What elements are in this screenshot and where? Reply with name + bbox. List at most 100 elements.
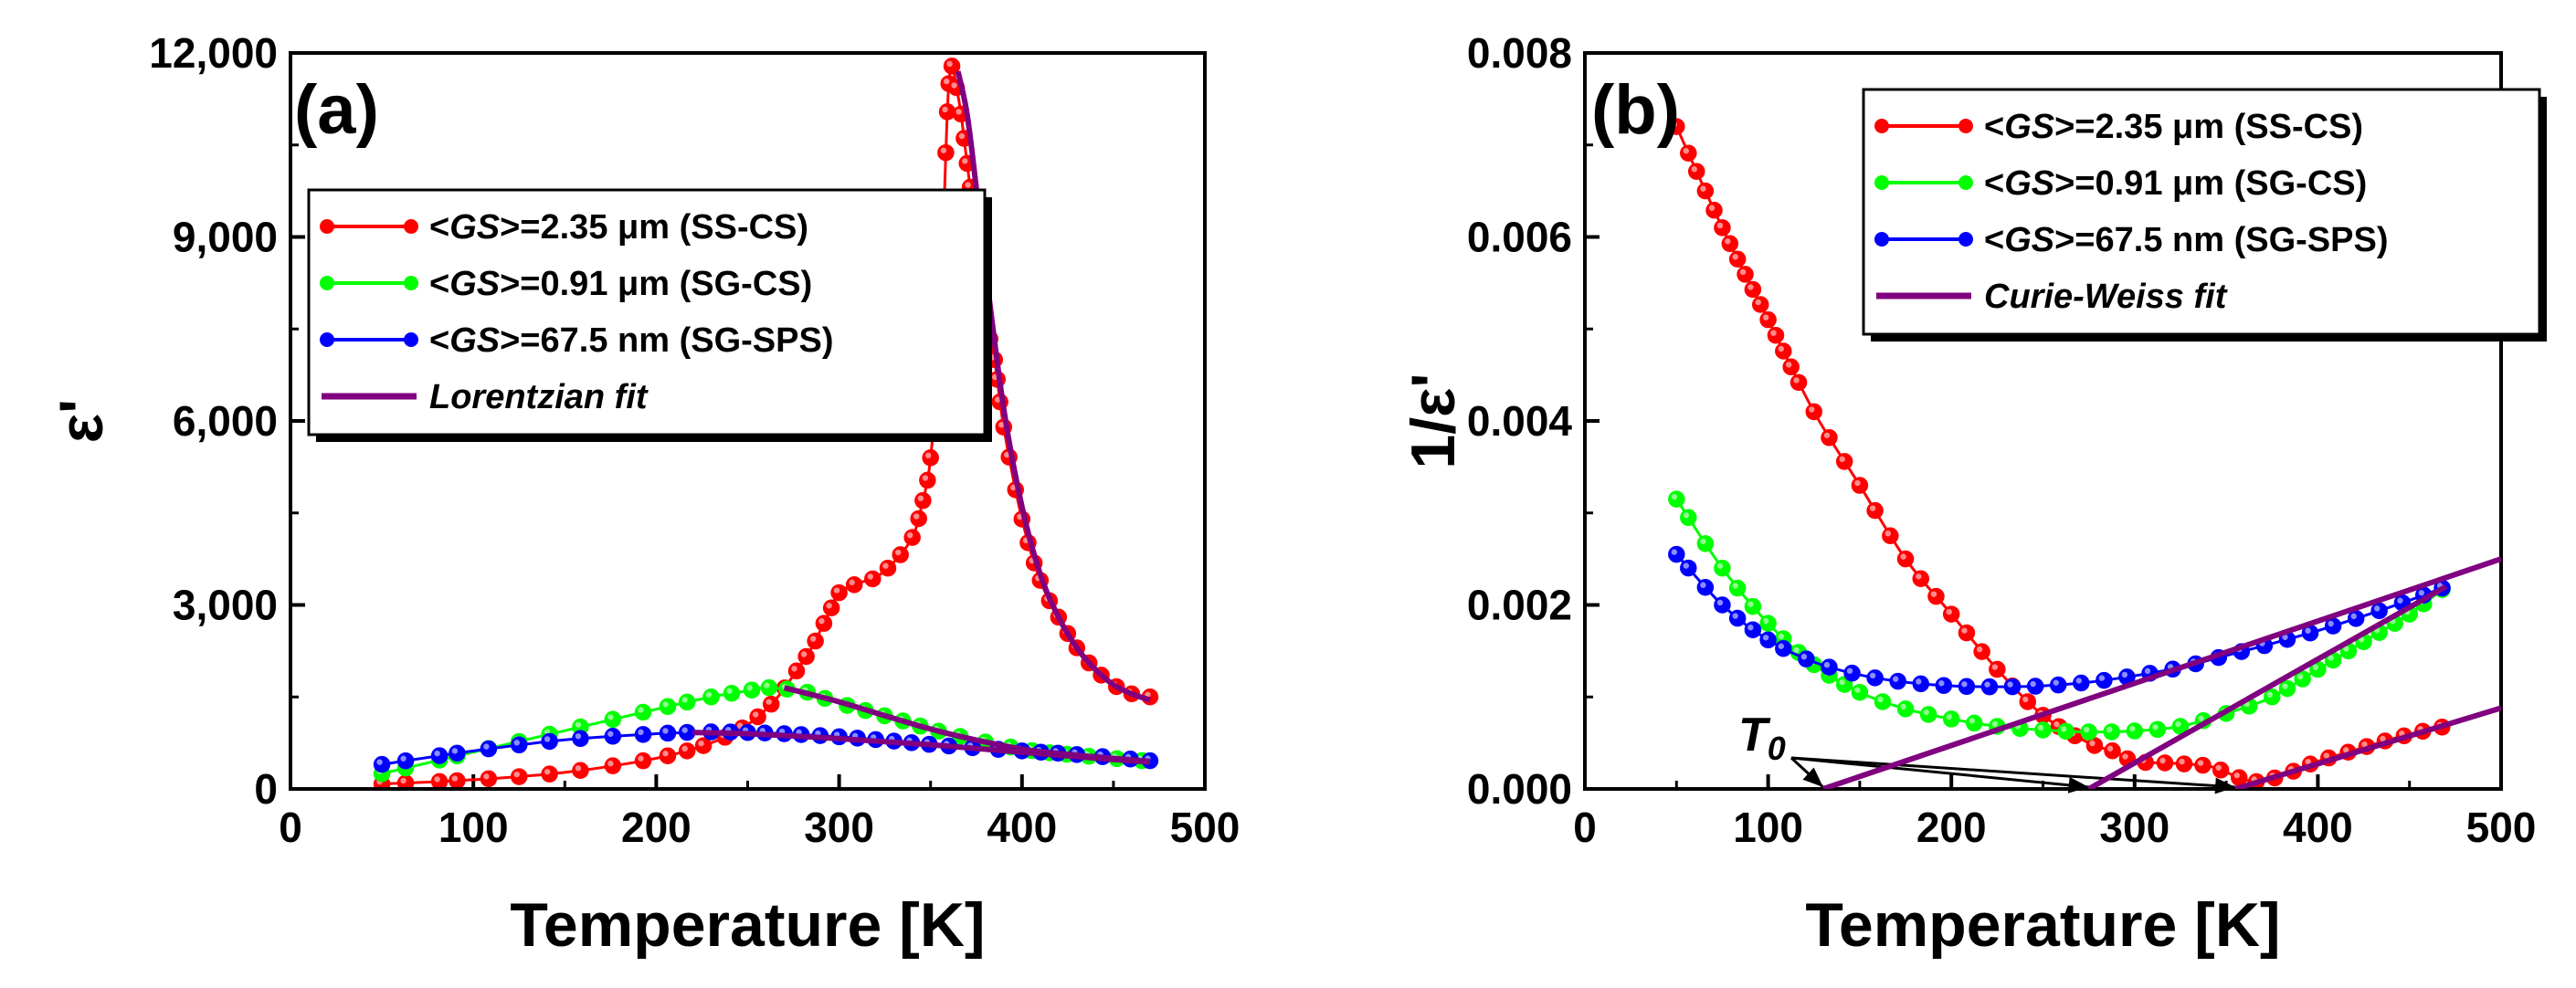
series-marker-highlight	[2296, 673, 2304, 680]
series-marker-highlight	[849, 579, 855, 586]
series-marker-highlight	[1683, 148, 1690, 154]
series-marker	[2370, 602, 2388, 620]
series-marker-highlight	[2266, 691, 2273, 698]
series-marker	[1668, 545, 1685, 563]
series-marker-highlight	[638, 729, 644, 736]
legend-swatch-marker	[1874, 232, 1889, 247]
series-marker-highlight	[607, 714, 614, 720]
series-marker	[1942, 710, 1960, 728]
fit-line	[2087, 583, 2448, 789]
series-marker	[830, 583, 848, 602]
panel-a-axes-frame	[289, 51, 1207, 791]
series-marker	[1989, 660, 2006, 678]
series-marker-highlight	[2144, 667, 2151, 675]
legend-swatch-marker	[320, 332, 334, 347]
series-marker	[678, 742, 696, 760]
series-marker-highlight	[726, 688, 733, 694]
series-marker	[2096, 671, 2113, 689]
series-marker-highlight	[962, 158, 968, 164]
y-tick-label: 0.004	[1467, 397, 1573, 445]
series-marker	[2019, 693, 2037, 710]
panel-b-x-axis-label: Temperature [K]	[1805, 890, 2280, 960]
series-marker	[2175, 755, 2193, 773]
y-tick-label: 0.000	[1467, 765, 1572, 813]
series-marker	[1728, 250, 1747, 268]
series-marker-highlight	[1839, 456, 1845, 463]
series-marker	[723, 685, 741, 702]
series-marker	[2057, 722, 2075, 741]
series-marker	[919, 471, 936, 489]
series-marker	[1896, 700, 1915, 718]
series-marker	[1668, 490, 1685, 508]
series-marker	[541, 765, 558, 783]
series-marker-highlight	[544, 736, 551, 742]
series-marker-highlight	[1793, 646, 1800, 654]
series-marker-highlight	[809, 636, 817, 642]
legend-entry-label: Curie-Weiss fit	[1984, 278, 2228, 316]
series-marker-highlight	[2175, 720, 2181, 728]
series-marker	[815, 615, 833, 632]
legend-swatch-marker	[1958, 232, 1973, 247]
series-marker-highlight	[1010, 484, 1017, 491]
series-marker-highlight	[1877, 696, 1884, 703]
series-marker	[2049, 676, 2067, 694]
series-marker	[1821, 658, 1838, 676]
panel-a-y-axis-label: ε'	[47, 399, 116, 443]
x-tick-label: 200	[1916, 804, 1987, 851]
series-marker	[430, 747, 449, 764]
series-marker	[1798, 650, 1815, 667]
series-marker-highlight	[1930, 591, 1937, 597]
panel-a-series	[373, 58, 1159, 789]
series-marker-highlight	[882, 562, 889, 569]
series-marker	[1759, 615, 1777, 632]
series-marker	[2080, 723, 2097, 741]
series-marker	[373, 755, 391, 773]
legend-entry-label: <GS>=67.5 nm (SG-SPS)	[429, 321, 833, 360]
series-marker	[1687, 163, 1705, 180]
panel-b-ticks: 0 100 200 300 400 500 0.000 0.002 0.004 0.006 0.00…	[1467, 29, 2537, 851]
series-marker-highlight	[681, 697, 688, 703]
series-marker	[604, 757, 622, 774]
series-marker-highlight	[1991, 720, 1999, 728]
series-marker-highlight	[1732, 583, 1738, 589]
series-marker-highlight	[1708, 205, 1716, 211]
series-marker	[2347, 610, 2365, 627]
legend-entry-label: Lorentzian fit	[429, 378, 649, 416]
series-marker	[1714, 559, 1731, 577]
series-marker-highlight	[2106, 726, 2113, 733]
series-marker	[1767, 326, 1785, 344]
y-tick-label: 6,000	[173, 397, 278, 445]
series-marker-highlight	[575, 721, 582, 728]
series-marker-highlight	[925, 452, 932, 458]
series-marker-highlight	[942, 106, 948, 113]
series-marker	[787, 662, 806, 680]
series-marker	[659, 724, 677, 742]
series-marker-highlight	[1976, 646, 1983, 653]
series-marker-highlight	[2198, 715, 2204, 721]
legend-box	[1862, 88, 2541, 336]
series-marker-highlight	[1946, 713, 1952, 720]
series-marker-highlight	[1884, 531, 1892, 537]
series-marker-highlight	[451, 748, 459, 754]
series-marker	[822, 599, 840, 616]
series-marker	[702, 688, 720, 706]
series-marker	[1759, 310, 1777, 329]
series-marker-highlight	[2037, 724, 2044, 731]
series-marker-highlight	[1004, 451, 1010, 458]
series-marker-highlight	[1961, 627, 1968, 634]
series-marker-highlight	[1969, 718, 1975, 724]
series-marker	[1782, 358, 1800, 376]
series-marker-highlight	[2215, 764, 2222, 771]
series-marker-highlight	[1923, 709, 1929, 716]
series-marker	[634, 703, 652, 721]
series-marker-highlight	[2397, 597, 2403, 604]
series-marker-highlight	[1747, 601, 1754, 607]
series-marker-highlight	[1700, 185, 1706, 192]
series-marker-highlight	[2053, 679, 2059, 686]
series-marker-highlight	[752, 711, 759, 718]
series-marker-highlight	[2030, 680, 2036, 688]
series-marker-highlight	[1778, 345, 1785, 352]
series-marker-highlight	[2075, 678, 2082, 684]
series-marker-highlight	[662, 728, 669, 734]
series-marker-highlight	[2312, 664, 2319, 670]
